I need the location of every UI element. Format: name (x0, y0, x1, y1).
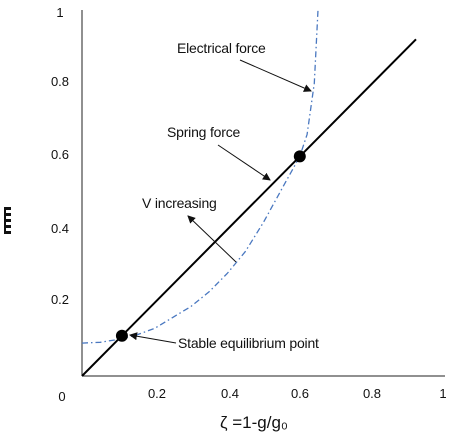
y-tick-label: 0.6 (51, 147, 69, 162)
x-tick-label: 0.6 (291, 386, 309, 401)
y-tick-label: 0.2 (51, 292, 69, 307)
arrow-stable-equilibrium (129, 332, 177, 344)
arrow-spring-force (217, 144, 271, 181)
annotation-spring-force: Spring force (167, 124, 240, 140)
x-tick-label: 0.2 (148, 386, 166, 401)
annotation-v-increasing: V increasing (142, 195, 217, 211)
spring-force-line (81, 38, 417, 377)
arrow-v-increasing (187, 215, 237, 263)
x-tick-label: 1 (439, 386, 446, 401)
x-tick-label: 0.8 (363, 386, 381, 401)
y-tick-label: 0.4 (51, 221, 69, 236)
y-tick-label: 0.8 (51, 74, 69, 89)
arrow-electrical-force (239, 59, 312, 92)
electrical-force-curve (81, 9, 319, 344)
x-tick-label: 0 (58, 389, 65, 404)
annotation-stable-equilibrium: Stable equilibrium point (178, 335, 319, 351)
x-tick-labels: 0 0.2 0.4 0.6 0.8 1 (58, 386, 446, 404)
annotation-electrical-force: Electrical force (177, 40, 266, 56)
stable-equilibrium-point (115, 329, 128, 342)
y-axis-label-glyph (4, 207, 11, 234)
x-tick-label: 0.4 (221, 386, 239, 401)
y-tick-label: 1 (56, 5, 63, 20)
y-tick-labels: 0.2 0.4 0.6 0.8 1 (51, 5, 69, 307)
unstable-equilibrium-point (293, 150, 306, 163)
x-axis-title: ζ =1-g/g₀ (220, 413, 288, 432)
